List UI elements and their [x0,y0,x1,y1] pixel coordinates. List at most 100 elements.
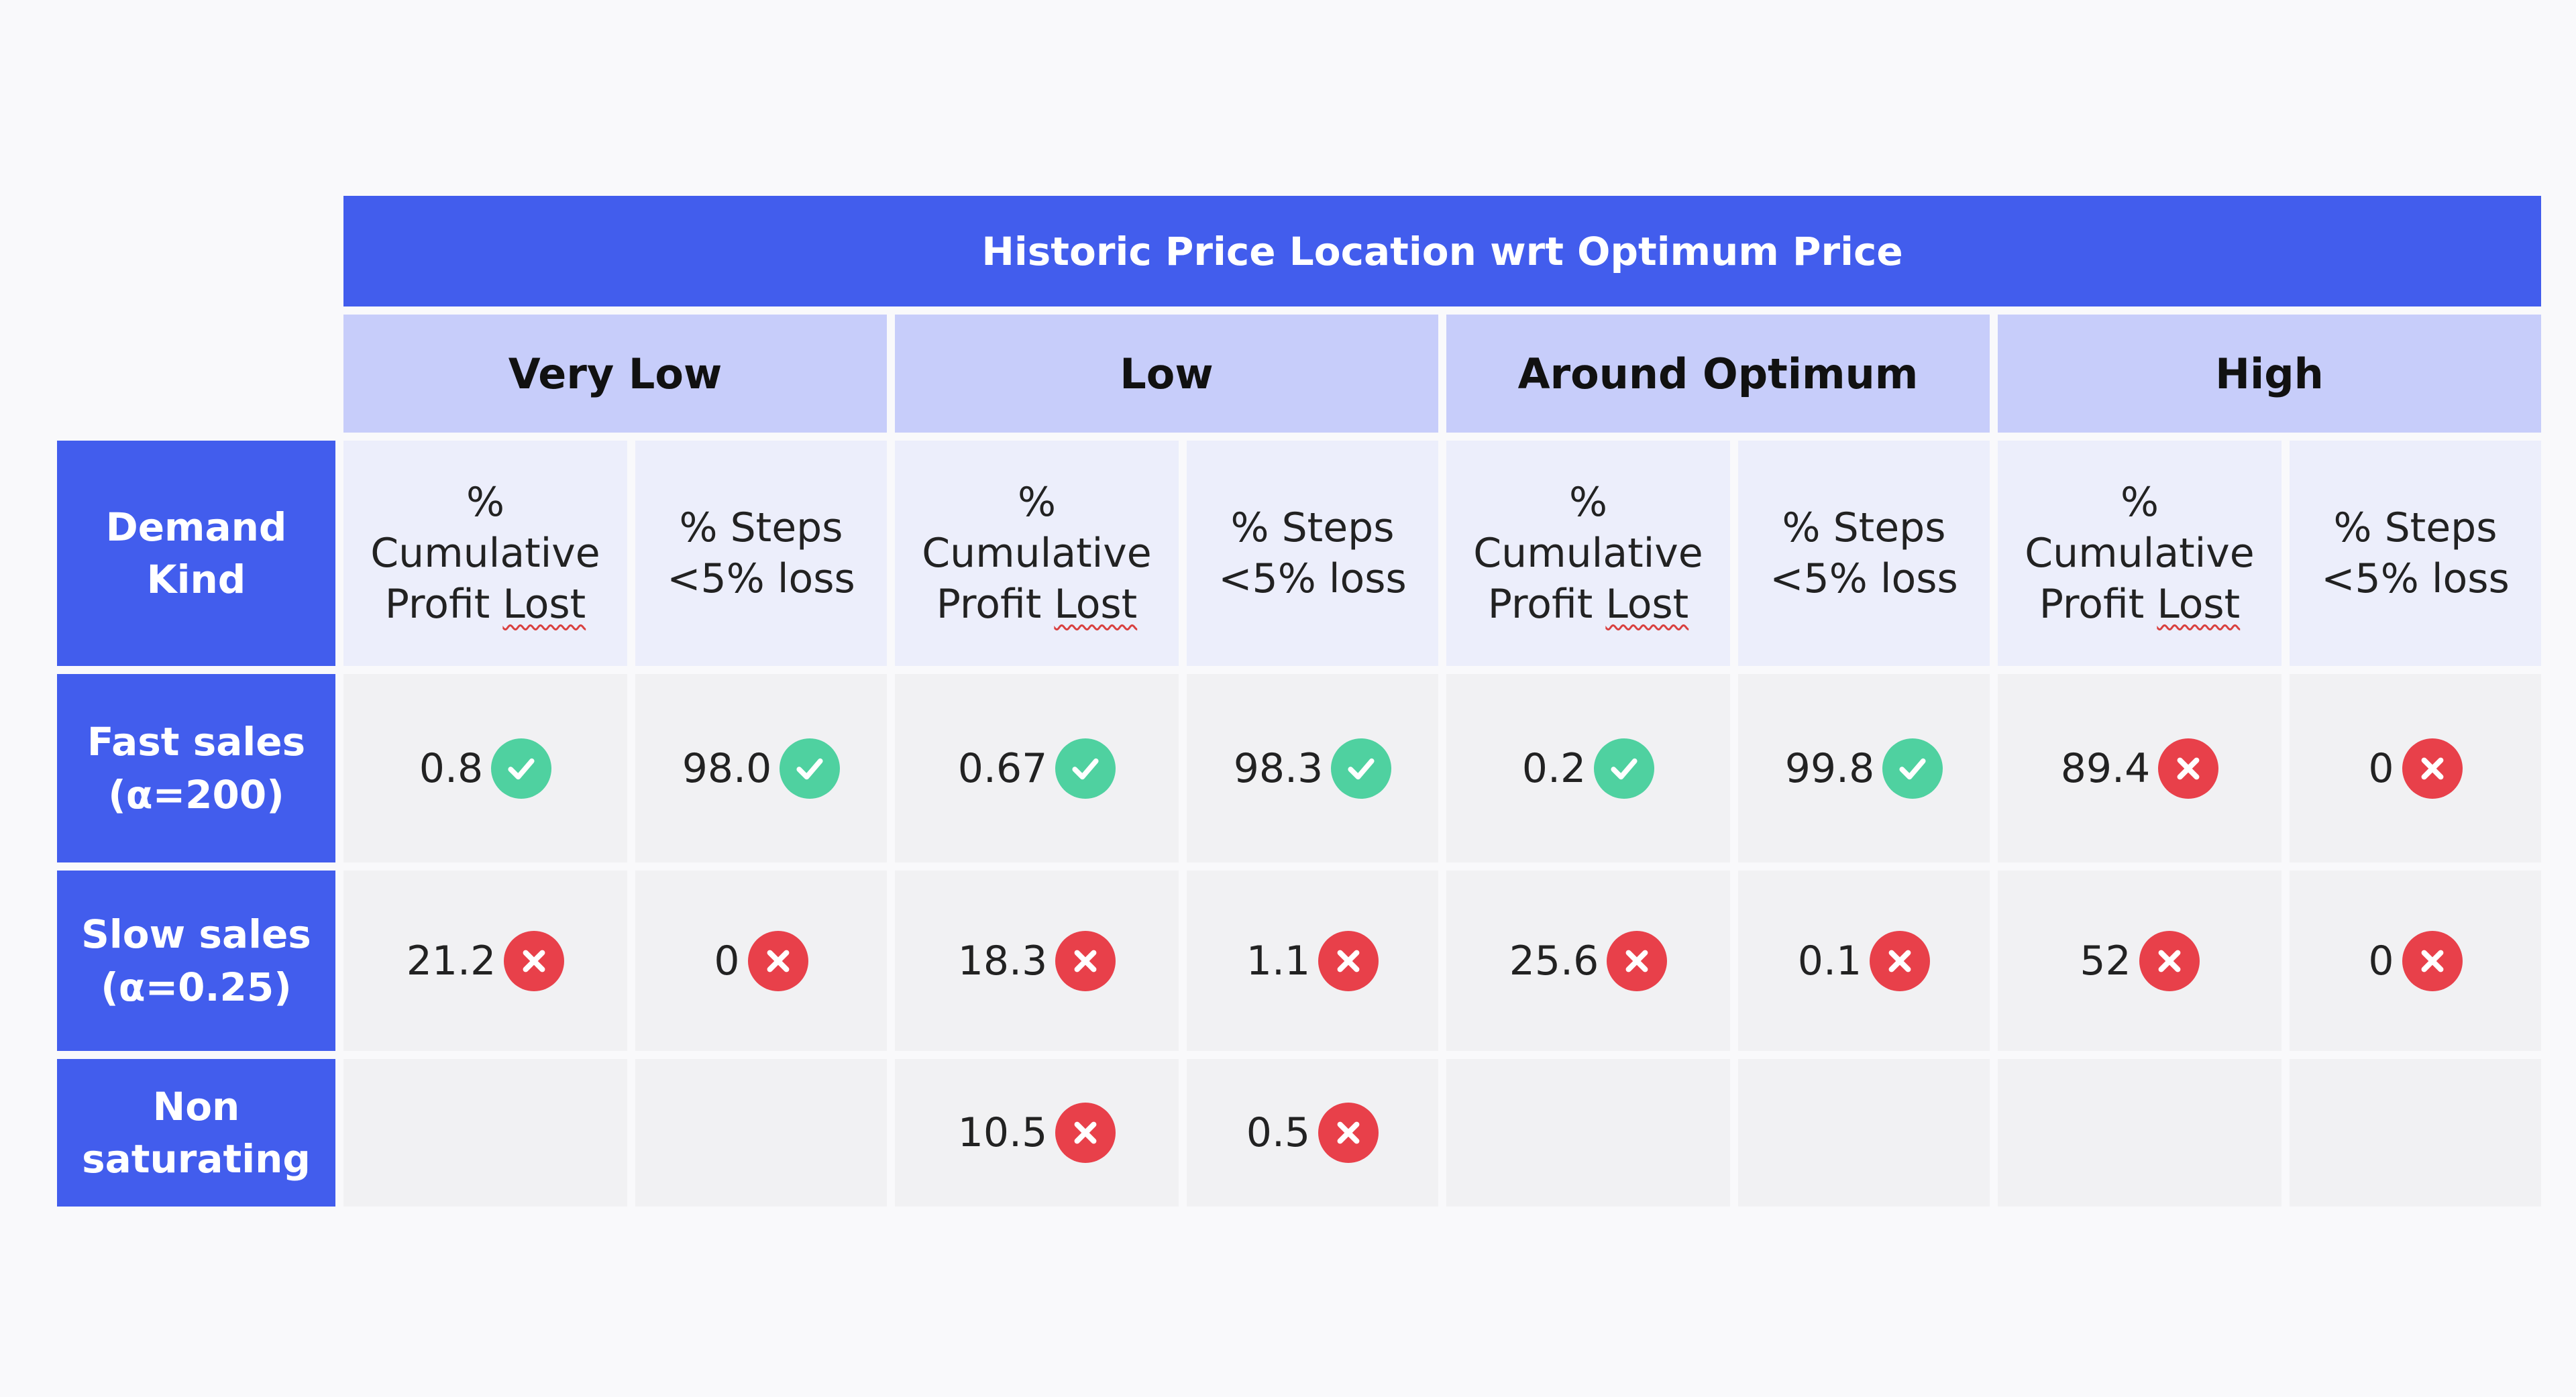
metric-line: Profit Lost [2039,579,2240,630]
cell-value: 0.8 [419,744,484,792]
table-cell: 25.6 [1446,871,1730,1051]
x-circle-icon [2158,738,2219,799]
empty-cell [2290,1059,2541,1207]
metric-header-profit-lost: % Cumulative Profit Lost [1446,441,1730,666]
x-circle-icon [2402,738,2463,799]
row-header-line1: Non [152,1083,240,1129]
row-header: Slow sales (α=0.25) [57,871,335,1051]
row-header-line1: Slow sales [81,911,311,958]
metric-line: % [2120,478,2159,526]
metric-word-lost: Lost [2157,581,2241,628]
cell-value: 0 [2368,744,2394,792]
row-header-demand-kind: Demand Kind [57,441,335,666]
table-cell: 1.1 [1187,871,1438,1051]
table-cell: 18.3 [895,871,1179,1051]
row-header-line2: saturating [82,1136,311,1182]
cell-value: 0.2 [1521,744,1587,792]
x-circle-icon [2139,930,2200,991]
metric-word-lost: Lost [1605,581,1689,628]
x-circle-icon [1870,930,1931,991]
check-circle-icon [1594,738,1655,799]
table-cell: 99.8 [1738,674,1990,862]
metric-word: Profit [2039,581,2157,628]
check-circle-icon [491,738,552,799]
metric-line: % [1017,478,1056,526]
metric-line: Cumulative [370,529,600,577]
row-header-line2: Kind [146,557,246,602]
results-table: Historic Price Location wrt Optimum Pric… [57,196,2541,1207]
check-circle-icon [780,738,841,799]
x-circle-icon [1055,1103,1116,1163]
x-circle-icon [747,930,808,991]
metric-header-steps-loss: % Steps <5% loss [2290,441,2541,666]
row-header-line1: Demand [105,504,287,550]
cell-value: 89.4 [2060,744,2151,792]
metric-line: <5% loss [1218,555,1407,602]
cell-value: 0.67 [957,744,1048,792]
cell-value: 1.1 [1246,937,1311,985]
x-circle-icon [504,930,565,991]
empty-cell [1738,1059,1990,1207]
group-header-very-low: Very Low [343,315,887,433]
metric-line: <5% loss [1770,555,1958,602]
metric-header-steps-loss: % Steps <5% loss [635,441,887,666]
metric-line: Profit Lost [385,579,586,630]
x-circle-icon [1318,1103,1379,1163]
empty-cell [635,1059,887,1207]
row-header-line2: (α=0.25) [101,964,292,1010]
cell-value: 98.0 [682,744,772,792]
metric-word-lost: Lost [1054,581,1138,628]
metric-line: Cumulative [2025,529,2255,577]
table-cell: 0.1 [1738,871,1990,1051]
cell-value: 0 [714,937,740,985]
metric-line: % Steps [679,504,843,551]
cell-value: 99.8 [1784,744,1875,792]
metric-line: Profit Lost [1488,579,1688,630]
x-circle-icon [2402,930,2463,991]
table-cell: 0 [2290,871,2541,1051]
metric-line: % Steps [1230,504,1395,551]
metric-line: Profit Lost [936,579,1137,630]
cell-value: 52 [2080,937,2131,985]
metric-header-steps-loss: % Steps <5% loss [1187,441,1438,666]
table-title: Historic Price Location wrt Optimum Pric… [343,196,2541,306]
table-cell: 0.2 [1446,674,1730,862]
row-header-line1: Fast sales [87,719,306,765]
cell-value: 0.5 [1246,1109,1311,1156]
metric-line: Cumulative [922,529,1152,577]
table-cell: 21.2 [343,871,627,1051]
cell-value: 21.2 [406,937,496,985]
metric-header-profit-lost: % Cumulative Profit Lost [343,441,627,666]
empty-cell [1446,1059,1730,1207]
table-cell: 52 [1998,871,2282,1051]
metric-header-profit-lost: % Cumulative Profit Lost [1998,441,2282,666]
empty-cell [1998,1059,2282,1207]
table-cell: 0.67 [895,674,1179,862]
table-cell: 10.5 [895,1059,1179,1207]
check-circle-icon [1882,738,1943,799]
row-header: Non saturating [57,1059,335,1207]
check-circle-icon [1331,738,1392,799]
metric-word: Profit [936,581,1055,628]
x-circle-icon [1318,930,1379,991]
metric-line: % Steps [2333,504,2498,551]
x-circle-icon [1055,930,1116,991]
cell-value: 98.3 [1233,744,1324,792]
table-cell: 89.4 [1998,674,2282,862]
metric-header-profit-lost: % Cumulative Profit Lost [895,441,1179,666]
metric-line: % [466,478,504,526]
table-cell: 98.3 [1187,674,1438,862]
metric-word-lost: Lost [502,581,586,628]
cell-value: 10.5 [957,1109,1048,1156]
cell-value: 0 [2368,937,2394,985]
cell-value: 18.3 [957,937,1048,985]
metric-line: <5% loss [2321,555,2510,602]
metric-header-steps-loss: % Steps <5% loss [1738,441,1990,666]
group-header-high: High [1998,315,2541,433]
metric-line: <5% loss [667,555,855,602]
metric-line: % Steps [1782,504,1946,551]
table-cell: 0 [2290,674,2541,862]
metric-line: % [1568,478,1607,526]
cell-value: 0.1 [1797,937,1862,985]
group-header-low: Low [895,315,1438,433]
